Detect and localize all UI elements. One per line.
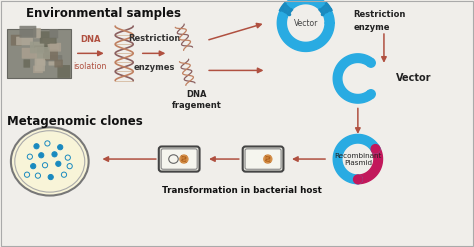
Circle shape	[34, 144, 39, 149]
Circle shape	[38, 153, 44, 158]
Text: enzymes: enzymes	[133, 63, 175, 72]
FancyBboxPatch shape	[19, 26, 36, 38]
Circle shape	[354, 175, 362, 184]
FancyBboxPatch shape	[55, 60, 63, 67]
FancyBboxPatch shape	[34, 42, 49, 50]
Polygon shape	[281, 4, 292, 14]
Circle shape	[263, 154, 273, 164]
Circle shape	[366, 59, 375, 67]
Text: Environmental samples: Environmental samples	[26, 7, 181, 20]
Polygon shape	[320, 4, 331, 14]
FancyBboxPatch shape	[34, 45, 47, 52]
Ellipse shape	[11, 127, 89, 196]
Text: Restriction: Restriction	[353, 10, 405, 19]
Circle shape	[31, 164, 36, 169]
Text: Restriction: Restriction	[128, 34, 180, 43]
FancyBboxPatch shape	[48, 59, 61, 65]
FancyBboxPatch shape	[49, 29, 58, 38]
Circle shape	[371, 144, 380, 153]
Polygon shape	[333, 134, 379, 184]
Text: Metagenomic clones: Metagenomic clones	[7, 115, 143, 128]
Circle shape	[366, 90, 375, 98]
FancyBboxPatch shape	[35, 59, 45, 71]
FancyBboxPatch shape	[245, 149, 281, 169]
Circle shape	[371, 144, 380, 153]
FancyBboxPatch shape	[49, 43, 61, 52]
Text: Vector: Vector	[396, 73, 431, 83]
FancyBboxPatch shape	[47, 44, 59, 50]
FancyBboxPatch shape	[35, 47, 50, 59]
FancyBboxPatch shape	[46, 55, 62, 61]
FancyBboxPatch shape	[30, 41, 44, 53]
FancyBboxPatch shape	[11, 35, 22, 46]
FancyBboxPatch shape	[43, 38, 55, 43]
FancyBboxPatch shape	[36, 53, 46, 66]
Circle shape	[179, 154, 189, 164]
Circle shape	[48, 174, 54, 180]
FancyBboxPatch shape	[159, 146, 200, 172]
Text: Transformation in bacterial host: Transformation in bacterial host	[162, 186, 322, 195]
FancyBboxPatch shape	[40, 31, 50, 38]
FancyBboxPatch shape	[40, 38, 56, 44]
FancyBboxPatch shape	[44, 42, 57, 50]
FancyBboxPatch shape	[243, 146, 283, 172]
Text: Recombinant
Plasmid: Recombinant Plasmid	[334, 153, 382, 165]
Text: Vector: Vector	[293, 19, 318, 27]
Text: isolation: isolation	[73, 62, 107, 71]
Text: enzyme: enzyme	[353, 23, 390, 32]
Circle shape	[52, 152, 57, 157]
FancyBboxPatch shape	[161, 149, 197, 169]
Circle shape	[354, 175, 362, 184]
Circle shape	[56, 161, 61, 166]
FancyBboxPatch shape	[33, 66, 43, 73]
FancyBboxPatch shape	[23, 59, 30, 68]
FancyBboxPatch shape	[57, 65, 70, 78]
FancyBboxPatch shape	[43, 50, 58, 60]
FancyBboxPatch shape	[16, 37, 33, 45]
Circle shape	[58, 144, 63, 150]
Text: DNA: DNA	[80, 35, 100, 44]
FancyBboxPatch shape	[7, 29, 71, 79]
Polygon shape	[333, 54, 374, 103]
Polygon shape	[277, 0, 334, 51]
FancyBboxPatch shape	[22, 48, 37, 59]
FancyBboxPatch shape	[33, 28, 41, 38]
Text: DNA
fragement: DNA fragement	[172, 90, 222, 110]
Polygon shape	[358, 147, 383, 184]
